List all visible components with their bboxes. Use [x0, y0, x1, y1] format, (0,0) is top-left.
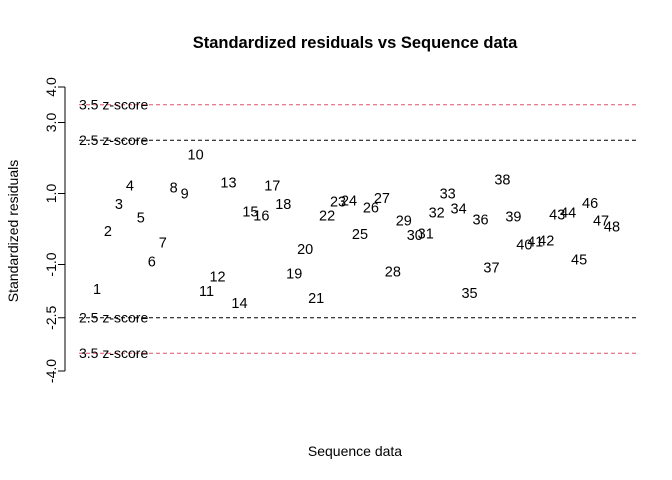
data-point-label: 41	[527, 235, 543, 251]
reference-line-label: 3.5 z-score	[79, 345, 148, 361]
data-point-label: 43	[549, 208, 565, 224]
data-point-label: 37	[483, 260, 499, 276]
data-point-label: 17	[264, 178, 280, 194]
data-point-label: 28	[385, 265, 401, 281]
y-tick-label: 3.0	[43, 113, 59, 133]
data-point-label: 1	[93, 282, 101, 298]
data-point-label: 8	[170, 181, 178, 197]
data-point-label: 20	[297, 242, 313, 258]
y-tick-label: -2.5	[43, 305, 59, 329]
y-axis: 4.0 3.0 1.0 -1.0 -2.5 -4.0	[43, 77, 66, 383]
data-point-label: 7	[159, 236, 167, 252]
data-point-label: 26	[363, 200, 379, 216]
y-tick-label: 1.0	[43, 184, 59, 204]
data-point-label: 35	[461, 286, 477, 302]
reference-line-label: 2.5 z-score	[79, 132, 148, 148]
y-axis-label: Standardized residuals	[5, 160, 21, 302]
reference-lines: 3.5 z-score 2.5 z-score 2.5 z-score 3.5 z-s…	[79, 97, 637, 361]
data-point-label: 34	[451, 201, 467, 217]
data-point-label: 9	[181, 187, 189, 203]
data-point-label: 48	[604, 220, 620, 236]
data-point-label: 21	[308, 291, 324, 307]
data-point-label: 5	[137, 210, 145, 226]
data-point-label: 24	[341, 193, 357, 209]
data-point-label: 45	[571, 252, 587, 268]
data-point-label: 12	[209, 270, 225, 286]
data-point-label: 11	[199, 284, 214, 300]
data-point-label: 46	[582, 196, 598, 212]
chart-title: Standardized residuals vs Sequence data	[193, 34, 518, 52]
data-point-label: 22	[319, 209, 335, 225]
data-point-label: 33	[440, 187, 456, 203]
data-point-label: 27	[374, 191, 390, 207]
data-point-label: 14	[231, 296, 247, 312]
data-point-label: 13	[220, 176, 236, 192]
data-point-label: 25	[352, 227, 368, 243]
data-point-label: 6	[148, 255, 156, 271]
data-point-label: 38	[494, 173, 510, 189]
data-point-label: 44	[560, 205, 576, 221]
x-axis-label: Sequence data	[308, 443, 402, 459]
data-point-label: 23	[330, 194, 346, 210]
y-tick-label: -1.0	[43, 252, 59, 276]
data-point-label: 16	[253, 209, 269, 225]
data-point-label: 19	[286, 266, 302, 282]
y-tick-label: 4.0	[43, 77, 59, 97]
data-point-label: 36	[472, 212, 488, 228]
y-tick-label: -4.0	[43, 359, 59, 383]
data-point-label: 4	[126, 178, 134, 194]
data-point-label: 39	[505, 209, 521, 225]
data-point-label: 47	[593, 214, 609, 230]
data-point-label: 10	[188, 148, 204, 164]
data-point-label: 3	[115, 197, 123, 213]
data-point-label: 30	[407, 228, 423, 244]
data-point-label: 32	[429, 206, 445, 222]
data-point-label: 15	[242, 204, 258, 220]
data-point-label: 42	[538, 233, 554, 249]
data-point-label: 31	[418, 227, 434, 243]
data-point-label: 40	[516, 237, 532, 253]
data-point-label: 29	[396, 214, 412, 230]
reference-line-label: 2.5 z-score	[79, 310, 148, 326]
data-point-label: 18	[275, 197, 291, 213]
reference-line-label: 3.5 z-score	[79, 97, 148, 113]
data-point-label: 2	[104, 224, 112, 240]
